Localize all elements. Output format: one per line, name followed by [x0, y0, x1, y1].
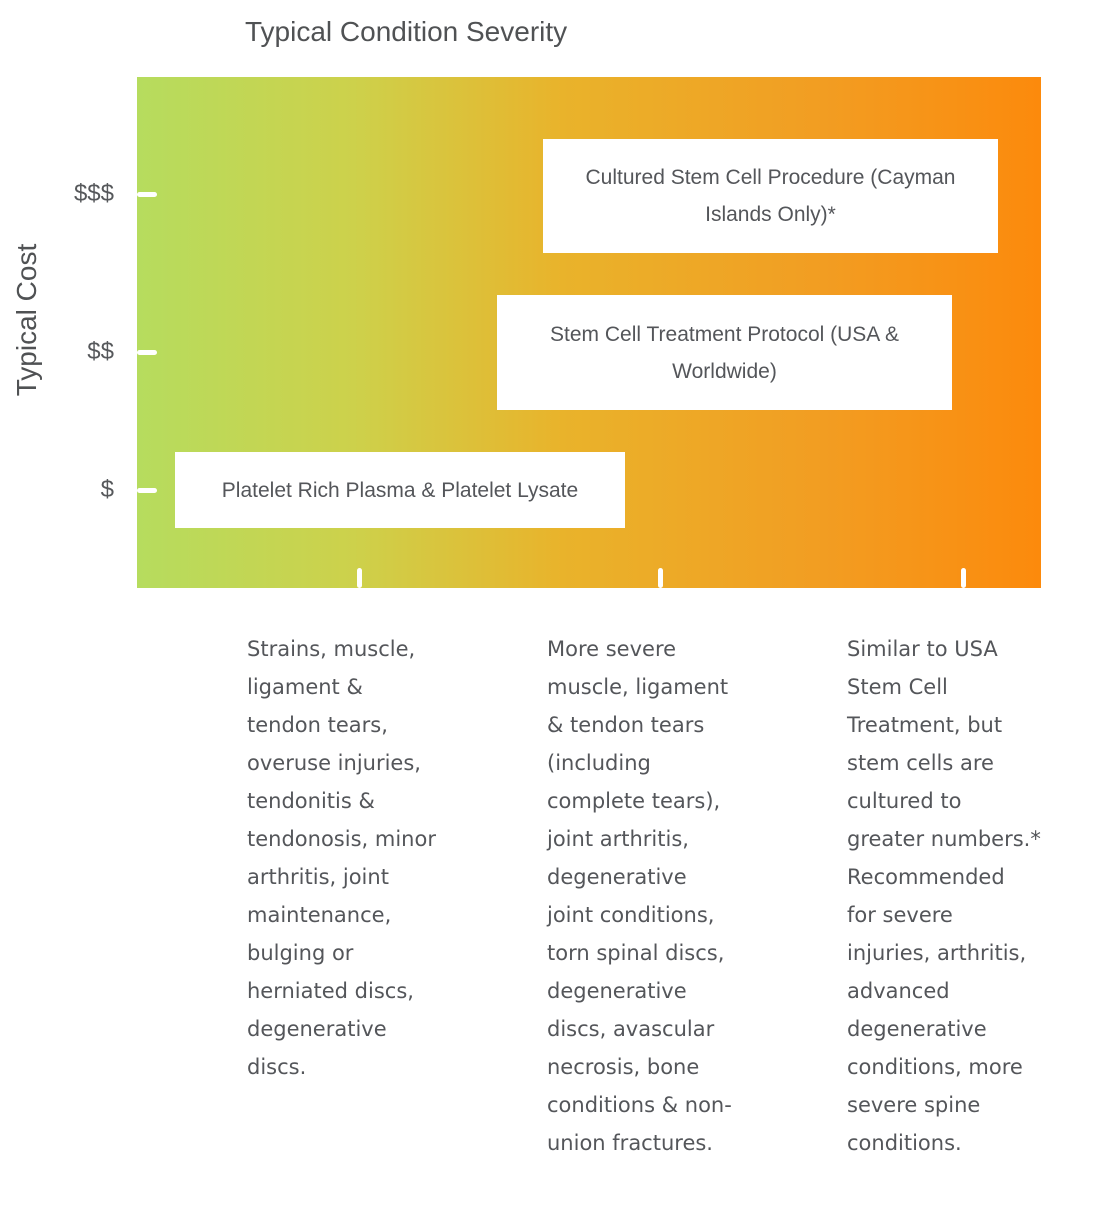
plot-area: Cultured Stem Cell Procedure (Cayman Isl… — [137, 77, 1041, 588]
severity-description-column-2: More severe muscle, ligament & tendon te… — [547, 637, 732, 1155]
y-tick-label-mid: $$ — [87, 338, 114, 365]
y-tick-mark-mid — [137, 350, 157, 355]
x-tick-mark-3 — [961, 568, 966, 588]
y-axis-label: Typical Cost — [11, 243, 42, 397]
x-tick-mark-1 — [357, 568, 362, 588]
y-tick-mark-low — [137, 488, 157, 493]
treatment-box-cultured-stem-cell: Cultured Stem Cell Procedure (Cayman Isl… — [543, 139, 998, 253]
treatment-box-stem-cell-protocol: Stem Cell Treatment Protocol (USA & Worl… — [497, 295, 952, 410]
chart-title: Typical Condition Severity — [245, 16, 568, 47]
y-tick-label-high: $$$ — [73, 180, 114, 207]
y-tick-label-low: $ — [100, 476, 114, 503]
severity-description-column-3: Similar to USA Stem Cell Treatment, but … — [847, 637, 1041, 1155]
y-tick-mark-high — [137, 192, 157, 197]
treatment-box-platelet-rich-plasma: Platelet Rich Plasma & Platelet Lysate — [175, 452, 625, 528]
x-tick-mark-2 — [658, 568, 663, 588]
severity-description-column-1: Strains, muscle, ligament & tendon tears… — [247, 637, 436, 1079]
